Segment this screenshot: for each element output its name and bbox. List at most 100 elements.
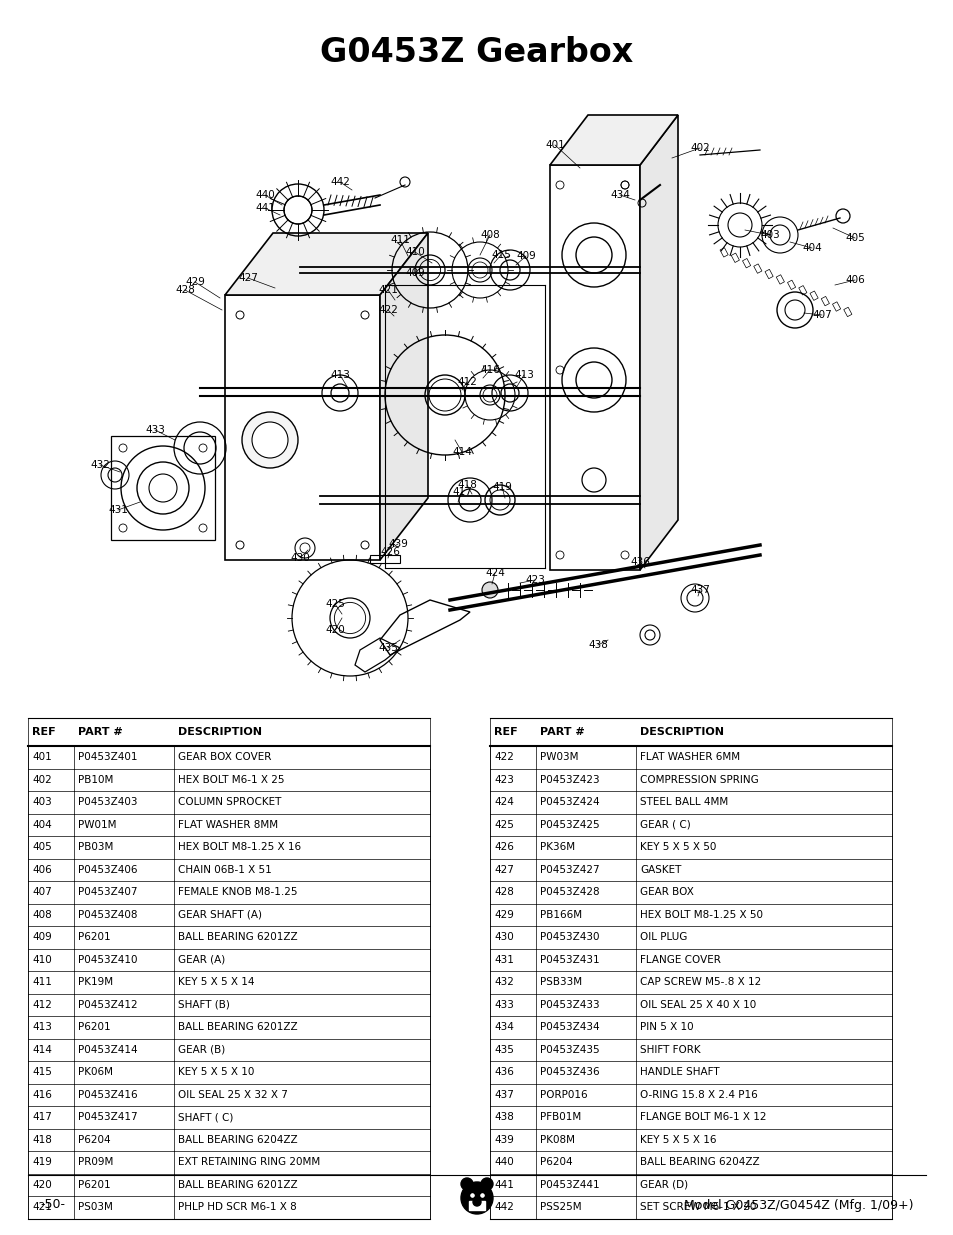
Text: 440: 440	[254, 190, 274, 200]
Text: PSB33M: PSB33M	[539, 977, 581, 987]
Text: P6204: P6204	[78, 1135, 111, 1145]
Text: 441: 441	[494, 1179, 514, 1189]
Text: PK08M: PK08M	[539, 1135, 575, 1145]
Text: 403: 403	[32, 798, 51, 808]
Text: 411: 411	[32, 977, 51, 987]
Text: 411: 411	[390, 235, 410, 245]
Text: 409: 409	[516, 251, 536, 261]
Text: 440: 440	[494, 1157, 514, 1167]
Text: P0453Z430: P0453Z430	[539, 932, 598, 942]
Text: 432: 432	[90, 459, 110, 471]
Text: 404: 404	[32, 820, 51, 830]
Text: P0453Z431: P0453Z431	[539, 955, 599, 965]
Bar	[731, 253, 739, 263]
Polygon shape	[639, 115, 678, 571]
Text: BALL BEARING 6201ZZ: BALL BEARING 6201ZZ	[178, 1179, 297, 1189]
Text: DESCRIPTION: DESCRIPTION	[639, 727, 723, 737]
Bar	[111, 436, 214, 540]
Text: REF: REF	[32, 727, 55, 737]
Text: FLANGE BOLT M6-1 X 12: FLANGE BOLT M6-1 X 12	[639, 1113, 765, 1123]
Text: FLAT WASHER 8MM: FLAT WASHER 8MM	[178, 820, 278, 830]
Text: FEMALE KNOB M8-1.25: FEMALE KNOB M8-1.25	[178, 887, 297, 898]
Bar	[809, 291, 818, 300]
Text: PR09M: PR09M	[78, 1157, 113, 1167]
Text: P0453Z416: P0453Z416	[78, 1089, 137, 1099]
Text: 421: 421	[32, 1202, 51, 1213]
Text: PS03M: PS03M	[78, 1202, 112, 1213]
Text: FLANGE COVER: FLANGE COVER	[639, 955, 720, 965]
Text: 407: 407	[811, 310, 831, 320]
Text: 436: 436	[629, 557, 649, 567]
Text: PB03M: PB03M	[78, 842, 113, 852]
Text: 403: 403	[760, 230, 779, 240]
Bar	[842, 308, 851, 316]
Text: 427: 427	[494, 864, 514, 874]
Bar	[225, 295, 379, 559]
Text: 434: 434	[609, 190, 629, 200]
Text: KEY 5 X 5 X 16: KEY 5 X 5 X 16	[639, 1135, 716, 1145]
Text: P0453Z435: P0453Z435	[539, 1045, 599, 1055]
Text: 436: 436	[494, 1067, 514, 1077]
Text: P0453Z436: P0453Z436	[539, 1067, 599, 1077]
Circle shape	[252, 422, 288, 458]
Text: Model G0453Z/G0454Z (Mfg. 1/09+): Model G0453Z/G0454Z (Mfg. 1/09+)	[684, 1198, 913, 1212]
Text: 430: 430	[494, 932, 514, 942]
Text: 424: 424	[494, 798, 514, 808]
Text: P0453Z407: P0453Z407	[78, 887, 137, 898]
Text: P6201: P6201	[78, 1179, 111, 1189]
Text: 410: 410	[32, 955, 51, 965]
Text: DESCRIPTION: DESCRIPTION	[178, 727, 262, 737]
Text: SET SCREW M6-1 X 20: SET SCREW M6-1 X 20	[639, 1202, 756, 1213]
Text: 402: 402	[689, 143, 709, 153]
Bar	[776, 274, 783, 284]
Text: 401: 401	[544, 140, 564, 149]
Text: OIL SEAL 25 X 32 X 7: OIL SEAL 25 X 32 X 7	[178, 1089, 288, 1099]
Text: P6201: P6201	[78, 932, 111, 942]
Text: REF: REF	[494, 727, 517, 737]
Text: 413: 413	[32, 1023, 51, 1032]
Text: 432: 432	[494, 977, 514, 987]
Text: SHIFT FORK: SHIFT FORK	[639, 1045, 700, 1055]
Text: GASKET: GASKET	[639, 864, 680, 874]
Text: 435: 435	[494, 1045, 514, 1055]
Text: P0453Z427: P0453Z427	[539, 864, 599, 874]
Text: 437: 437	[494, 1089, 514, 1099]
Text: HEX BOLT M6-1 X 25: HEX BOLT M6-1 X 25	[178, 774, 284, 784]
Text: 416: 416	[32, 1089, 51, 1099]
Text: CHAIN 06B-1 X 51: CHAIN 06B-1 X 51	[178, 864, 272, 874]
Polygon shape	[379, 233, 428, 559]
Text: 422: 422	[377, 305, 397, 315]
Text: 434: 434	[494, 1023, 514, 1032]
Bar	[370, 555, 399, 563]
Polygon shape	[469, 1200, 484, 1210]
Text: G0453Z Gearbox: G0453Z Gearbox	[320, 36, 633, 68]
Text: 431: 431	[494, 955, 514, 965]
Text: 409: 409	[32, 932, 51, 942]
Text: 413: 413	[330, 370, 350, 380]
Bar	[821, 296, 828, 306]
Text: P0453Z425: P0453Z425	[539, 820, 599, 830]
Bar	[798, 285, 806, 295]
Bar	[741, 258, 750, 268]
Text: P0453Z434: P0453Z434	[539, 1023, 599, 1032]
Text: EXT RETAINING RING 20MM: EXT RETAINING RING 20MM	[178, 1157, 320, 1167]
Text: 433: 433	[494, 1000, 514, 1010]
Text: 430: 430	[290, 553, 310, 563]
Text: GEAR ( C): GEAR ( C)	[639, 820, 690, 830]
Polygon shape	[225, 233, 428, 295]
Text: 438: 438	[494, 1113, 514, 1123]
Text: 405: 405	[844, 233, 864, 243]
Text: 426: 426	[494, 842, 514, 852]
Circle shape	[460, 1178, 473, 1191]
Text: P0453Z412: P0453Z412	[78, 1000, 137, 1010]
Text: P6204: P6204	[539, 1157, 572, 1167]
Text: P0453Z410: P0453Z410	[78, 955, 137, 965]
Text: 409: 409	[405, 268, 424, 278]
Text: P0453Z433: P0453Z433	[539, 1000, 599, 1010]
Text: 417: 417	[452, 487, 472, 496]
Text: 426: 426	[379, 547, 399, 557]
Text: P0453Z414: P0453Z414	[78, 1045, 137, 1055]
Text: STEEL BALL 4MM: STEEL BALL 4MM	[639, 798, 727, 808]
Text: P0453Z428: P0453Z428	[539, 887, 599, 898]
Text: 402: 402	[32, 774, 51, 784]
